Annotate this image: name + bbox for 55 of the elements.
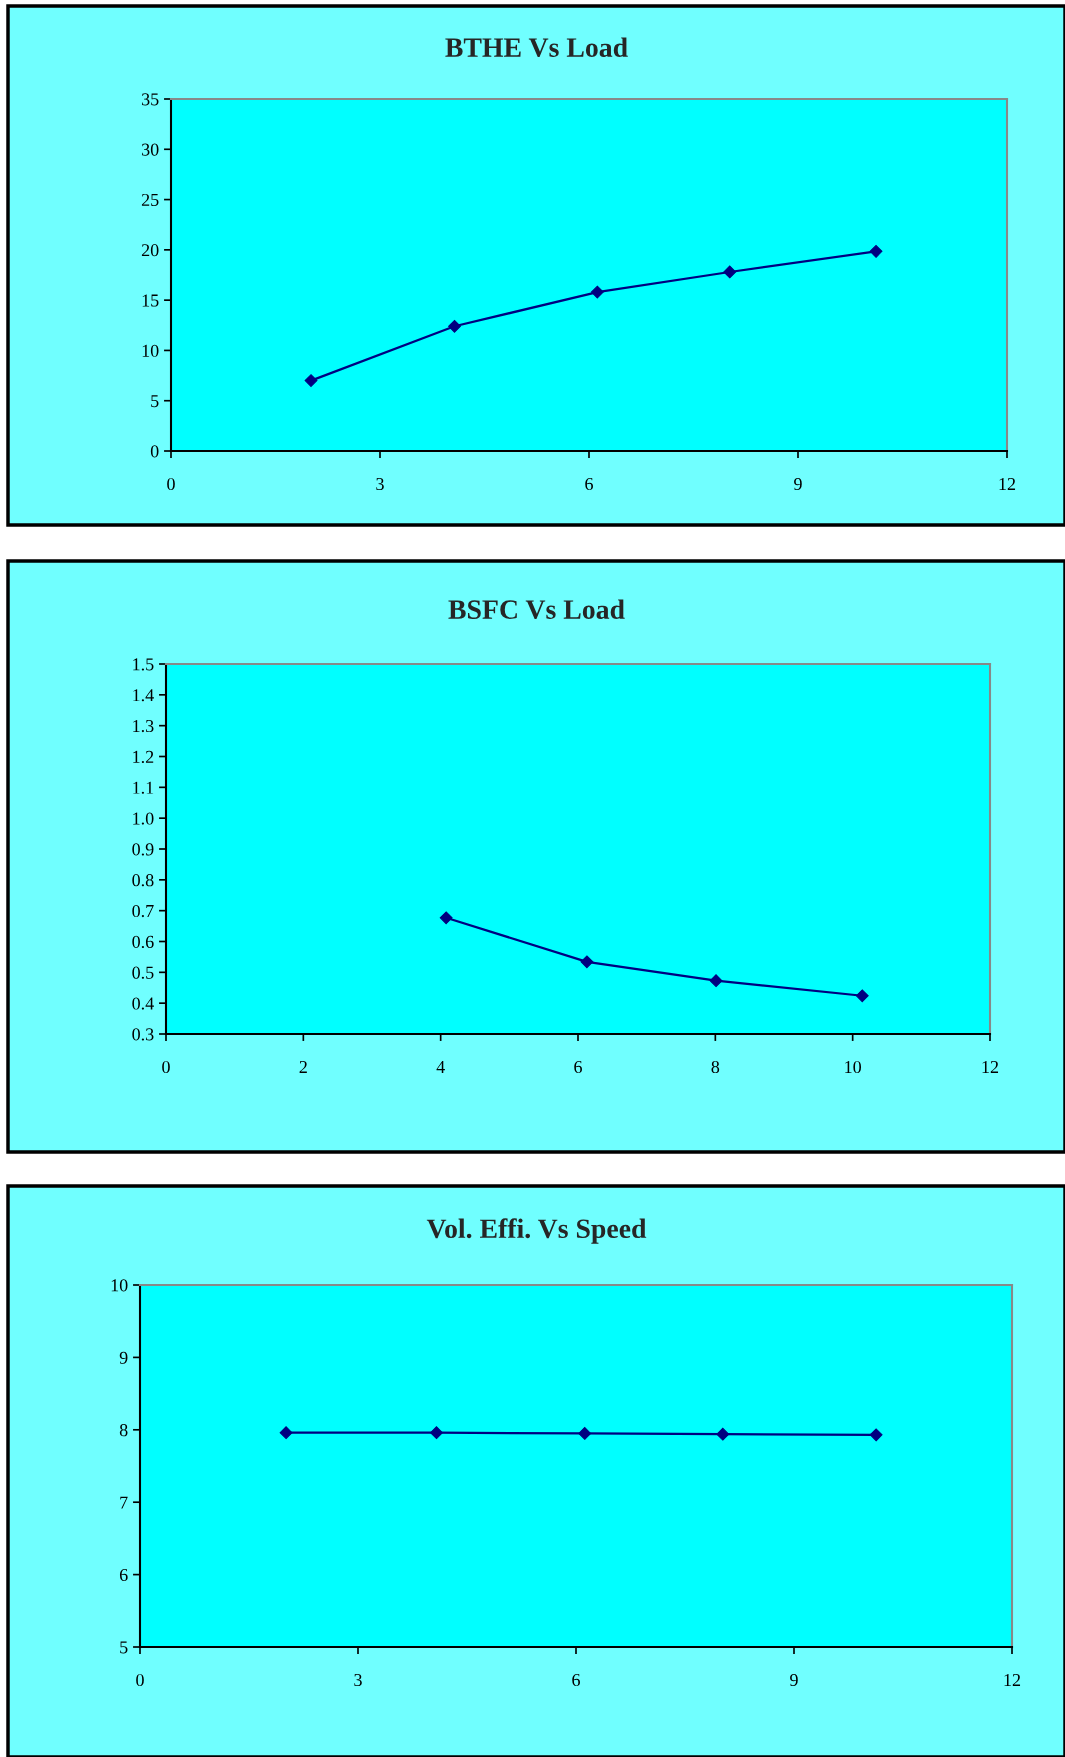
point [855,989,869,1003]
y-tick-label: 20 [141,244,159,257]
x-tick-label: 3 [354,1673,362,1687]
x-tick-label: 4 [436,1061,445,1073]
y-tick-label: 0 [150,445,159,458]
point [439,911,453,925]
x-tick-label: 0 [167,477,175,491]
y-tick-label: 1.4 [133,689,154,702]
x-tick-label: 6 [585,477,593,491]
point [869,244,883,258]
x-tick-label: 9 [790,1673,798,1687]
x-tick-label: 12 [999,477,1016,490]
y-tick-label: 10 [142,344,159,357]
y-tick-label: 5 [120,1641,128,1654]
y-tick-label: 8 [119,1424,128,1437]
y-tick-label: 0.9 [132,843,154,856]
chart-title: Vol. Effi. Vs Speed [426,1218,647,1244]
y-tick-label: 0.7 [132,904,154,918]
point [448,319,461,333]
x-tick-label: 3 [376,477,384,491]
point [723,265,737,279]
x-tick-label: 0 [162,1060,170,1074]
point [709,974,723,988]
y-tick-label: 0.8 [132,874,154,887]
y-tick-label: 10 [111,1279,128,1292]
x-tick-label: 8 [711,1060,720,1074]
x-tick-label: 6 [572,1673,580,1687]
x-tick-label: 9 [794,477,802,491]
point [580,955,594,969]
y-tick-label: 1.2 [133,750,154,764]
chart-title: BSFC Vs Load [448,599,625,620]
point [304,374,318,388]
x-tick-label: 12 [982,1060,999,1073]
y-tick-label: 15 [142,294,159,307]
y-tick-label: 1.1 [133,781,154,794]
y-tick-label: 9 [119,1351,128,1364]
y-tick-label: 1.0 [133,812,154,825]
y-tick-label: 1.3 [133,719,154,733]
y-tick-label: 30 [142,143,159,156]
y-tick-label: 0.3 [132,1028,154,1041]
y-tick-label: 1.5 [133,658,154,671]
y-tick-label: 6 [119,1568,128,1582]
x-tick-label: 10 [845,1060,862,1074]
point [590,285,604,299]
y-tick-label: 0.5 [132,966,154,979]
y-tick-label: 0.4 [132,997,154,1010]
y-tick-label: 7 [120,1496,128,1509]
x-tick-label: 6 [574,1060,582,1074]
y-tick-label: 35 [142,93,159,106]
chart-title: BTHE Vs Load [445,37,628,58]
y-tick-label: 0.6 [132,935,154,949]
x-tick-label: 2 [299,1060,307,1073]
y-tick-label: 25 [141,193,159,207]
x-tick-label: 12 [1004,1673,1021,1686]
y-tick-label: 5 [151,395,159,408]
